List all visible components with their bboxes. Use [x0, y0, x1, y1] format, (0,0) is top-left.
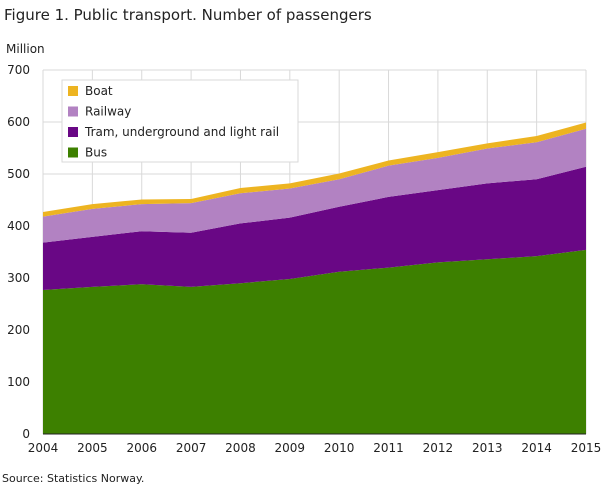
- y-tick-label: 0: [22, 427, 30, 441]
- x-tick-label: 2006: [126, 441, 157, 455]
- legend-swatch: [68, 86, 78, 96]
- area-railway: [43, 128, 586, 243]
- x-tick-label: 2004: [28, 441, 59, 455]
- x-tick-label: 2007: [176, 441, 207, 455]
- x-tick-label: 2005: [77, 441, 108, 455]
- legend-swatch: [68, 147, 78, 158]
- y-tick-label: 600: [7, 115, 30, 129]
- x-tick-label: 2011: [373, 441, 404, 455]
- legend-label: Boat: [85, 84, 113, 98]
- y-tick-label: 500: [7, 167, 30, 181]
- y-tick-label: 400: [7, 219, 30, 233]
- area-bus: [43, 249, 586, 434]
- legend-label: Railway: [85, 105, 131, 119]
- legend-label: Bus: [85, 146, 107, 160]
- x-tick-label: 2010: [324, 441, 355, 455]
- y-tick-label: 300: [7, 271, 30, 285]
- x-tick-label: 2012: [423, 441, 454, 455]
- y-tick-label: 700: [7, 63, 30, 77]
- legend-label: Tram, underground and light rail: [84, 125, 279, 139]
- legend: [61, 79, 299, 163]
- y-tick-label: 100: [7, 375, 30, 389]
- source-note: Source: Statistics Norway.: [2, 472, 145, 485]
- x-tick-label: 2015: [571, 441, 602, 455]
- area-tram-underground-and-light-rail: [43, 166, 586, 290]
- legend-swatch: [68, 127, 78, 137]
- x-tick-label: 2014: [521, 441, 552, 455]
- x-tick-label: 2013: [472, 441, 503, 455]
- y-axis-label: Million: [6, 42, 45, 56]
- y-tick-label: 200: [7, 323, 30, 337]
- area-boat: [43, 122, 586, 217]
- x-tick-label: 2008: [225, 441, 256, 455]
- legend-swatch: [68, 106, 78, 117]
- x-tick-label: 2009: [275, 441, 306, 455]
- chart-title: Figure 1. Public transport. Number of pa…: [4, 6, 372, 24]
